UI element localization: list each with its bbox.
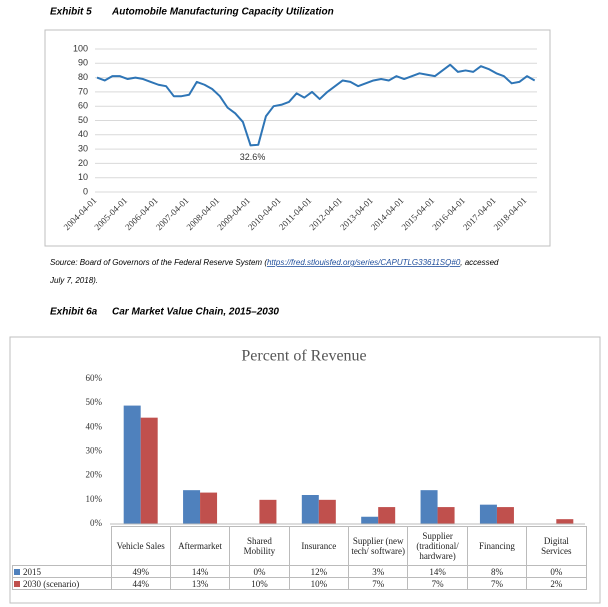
- y-tick-label: 40%: [86, 421, 103, 431]
- category-label: Supplier (traditional/ hardware): [407, 526, 468, 566]
- legend-swatch: [14, 580, 20, 587]
- value-label: 14%: [407, 565, 468, 578]
- y-tick-label: 50%: [86, 397, 103, 407]
- value-label: 12%: [288, 565, 350, 578]
- bar: [378, 507, 396, 524]
- legend-label: 2030 (scenario): [23, 578, 80, 589]
- value-label: 8%: [466, 565, 528, 578]
- legend-swatch: [14, 568, 20, 575]
- y-tick-label: 0%: [90, 518, 103, 528]
- bar: [301, 495, 319, 524]
- y-tick-label: 60: [78, 101, 88, 111]
- bar: [123, 405, 141, 524]
- exhibit-title: Car Market Value Chain, 2015–2030: [112, 307, 279, 318]
- value-label: 44%: [110, 577, 171, 590]
- y-tick-label: 60%: [86, 373, 103, 383]
- x-tick-label: 2018-04-01: [492, 195, 529, 232]
- value-label: 0%: [229, 565, 290, 578]
- category-label: Financing: [466, 526, 528, 566]
- value-label: 49%: [110, 565, 171, 578]
- bar: [556, 519, 574, 524]
- source-text: Source: Board of Governors of the Federa…: [50, 258, 268, 267]
- bar: [183, 490, 201, 524]
- line: [96, 63, 536, 147]
- value-label: 10%: [288, 577, 350, 590]
- source-text: July 7, 2018).: [49, 276, 98, 285]
- y-tick-label: 30: [78, 143, 88, 153]
- legend-entry: 2030 (scenario): [12, 577, 112, 590]
- bar: [361, 516, 379, 524]
- category-label: Insurance: [288, 526, 350, 566]
- y-tick-label: 20%: [86, 470, 103, 480]
- table-row: 2015 49% 14% 0% 12% 3% 14% 8% 0%: [12, 565, 587, 578]
- category-label: Aftermarket: [169, 526, 231, 566]
- exhibit-number: Exhibit 5: [50, 7, 92, 18]
- y-tick-label: 40: [78, 129, 88, 139]
- y-tick-label: 100: [73, 43, 88, 53]
- y-tick-label: 70: [78, 86, 88, 96]
- y-tick-label: 90: [78, 58, 88, 68]
- value-label: 10%: [229, 577, 290, 590]
- y-tick-label: 20: [78, 158, 88, 168]
- annotation: 32.6%: [240, 152, 266, 162]
- value-label: 3%: [347, 565, 409, 578]
- bar: [200, 492, 218, 524]
- value-label: 7%: [466, 577, 528, 590]
- bar: [479, 504, 497, 524]
- y-tick-label: 50: [78, 115, 88, 125]
- source-link: https://fred.stlouisfed.org/series/CAPUT…: [267, 258, 461, 267]
- y-tick-label: 10%: [86, 494, 103, 504]
- source: Source: Board of Governors of the Federa…: [50, 258, 499, 267]
- value-label: 7%: [407, 577, 468, 590]
- source-text: , accessed: [460, 258, 499, 267]
- bar: [496, 507, 514, 524]
- exhibit-number: Exhibit 6a: [50, 307, 98, 318]
- category-label: Shared Mobility: [229, 526, 290, 566]
- bar: [437, 507, 455, 524]
- x-tick-label: 2010-04-01: [246, 195, 283, 232]
- table-corner: [13, 527, 112, 566]
- category-label: Supplier (new tech/ software): [347, 526, 409, 566]
- bar: [259, 499, 277, 524]
- value-label: 13%: [169, 577, 231, 590]
- value-label: 2%: [526, 577, 587, 590]
- chart-frame: [44, 29, 551, 247]
- y-tick-label: 0: [83, 186, 88, 196]
- table-row: 2030 (scenario) 44% 13% 10% 10% 7% 7% 7% 2%: [12, 577, 587, 590]
- y-tick-label: 30%: [86, 446, 103, 456]
- category-label: Vehicle Sales: [110, 526, 171, 566]
- value-label: 0%: [526, 565, 587, 578]
- bar: [318, 499, 336, 524]
- category-label: Digital Services: [526, 526, 587, 566]
- exhibit-title: Automobile Manufacturing Capacity Utiliz…: [111, 7, 334, 18]
- value-label: 14%: [169, 565, 231, 578]
- y-tick-label: 80: [78, 72, 88, 82]
- value-label: 7%: [347, 577, 409, 590]
- legend-label: 2015: [23, 566, 41, 577]
- chart-frame: [9, 336, 601, 604]
- chart-title: Percent of Revenue: [241, 348, 366, 365]
- table-header-row: Vehicle Sales Aftermarket Shared Mobility I…: [13, 526, 587, 566]
- data-table: Vehicle Sales Aftermarket Shared Mobility I…: [12, 526, 587, 590]
- y-tick-label: 10: [78, 172, 88, 182]
- legend-entry: 2015: [12, 565, 112, 578]
- bar: [140, 417, 158, 524]
- bar: [420, 490, 438, 524]
